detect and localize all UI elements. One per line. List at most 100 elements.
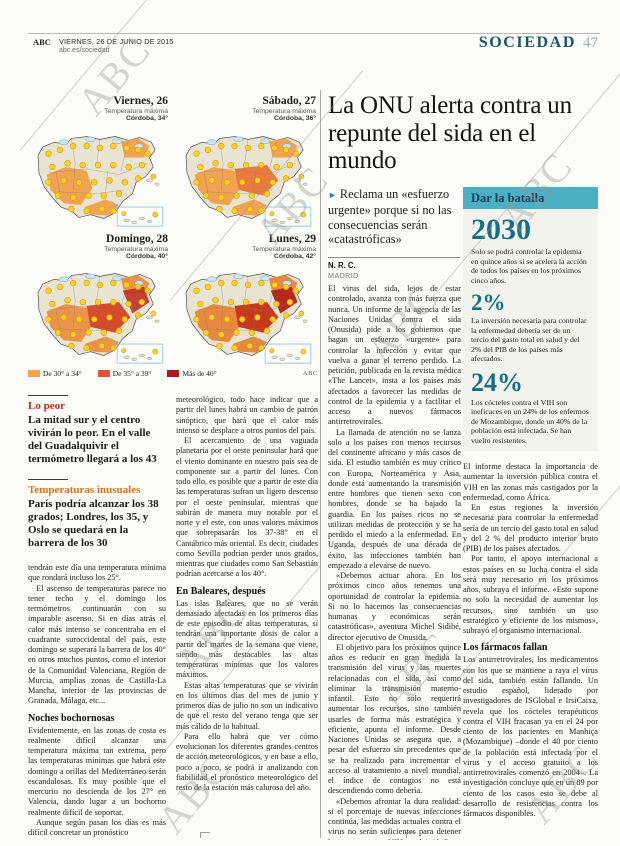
article-column-1: El virus del sida, lejos de estar contro…: [328, 284, 461, 840]
arrow-icon: ►: [328, 190, 337, 200]
header-rule: [28, 33, 600, 34]
map-title: Viernes, 26 Temperatura máxima Córdoba, …: [104, 95, 168, 122]
legend-swatch: [167, 370, 180, 377]
paragraph: tendrán este día una temperatura mínima …: [28, 563, 166, 583]
weather-body: meteorológico, todo hace indicar que a p…: [176, 395, 318, 580]
legend-swatch: [97, 370, 110, 377]
paragraph: Los antirretrovirales, los medicamentos …: [463, 655, 598, 818]
balearic-islands: [294, 310, 308, 323]
canary-inset: [259, 200, 312, 226]
paragraph: Aunque según pasan los días es más difíc…: [28, 817, 166, 837]
spain-weather-map: [185, 135, 312, 226]
balearic-islands: [146, 173, 160, 186]
article-body: El informe destaca la importancia de aum…: [463, 462, 598, 636]
highlight-title-lo-peor: Lo peor: [28, 400, 65, 412]
canary-inset: [111, 338, 164, 364]
stat-text: La inversión necesaria para controlar la…: [471, 316, 587, 363]
print-mark: [406, 832, 416, 838]
paragraph: Para ello habrá que ver cómo evolucionan…: [176, 731, 318, 792]
weather-body: tendrán este día una temperatura mínima …: [28, 563, 166, 707]
paragraph: En estas regiones la inversión necesaria…: [463, 503, 598, 553]
print-mark: [200, 832, 210, 838]
paragraph: «Debemos afrontar la dura realidad: si e…: [328, 796, 461, 841]
weather-map-cell: Viernes, 26 Temperatura máxima Córdoba, …: [28, 95, 170, 228]
sidebar-title: Dar la batalla: [463, 187, 598, 209]
paragraph: La llamada de atención no se lanza solo …: [328, 427, 461, 570]
map-day-label: Lunes, 29: [268, 232, 316, 245]
sun-icon: [45, 279, 151, 351]
map-day-label: Viernes, 26: [113, 95, 168, 107]
article-subhead: Los fármacos fallan: [463, 642, 548, 654]
paragraph: El objetivo para los próximos quince año…: [328, 642, 461, 796]
balearic-islands: [294, 173, 308, 186]
stat-figure: 24%: [471, 367, 523, 397]
weather-map-cell: Sábado, 27 Temperatura máxima Córdoba, 3…: [176, 95, 318, 228]
legend-swatch: [28, 370, 40, 377]
cloud-icon: [206, 136, 292, 149]
map-title: Lunes, 29 Temperatura máxima Córdoba, 42…: [252, 233, 316, 260]
page-number: 47: [583, 35, 598, 51]
article-body: Los antirretrovirales, los medicamentos …: [463, 655, 598, 819]
legend-item: Más de 40°: [167, 369, 217, 378]
weather-column-2: meteorológico, todo hace indicar que a p…: [176, 395, 318, 843]
weather-map-cell: Lunes, 29 Temperatura máxima Córdoba, 42…: [176, 233, 318, 366]
article-standfirst: ► Reclama un «esfuerzo urgente» porque si…: [328, 187, 466, 247]
weather-body: Las islas Baleares, que no se verán dema…: [176, 599, 318, 794]
legend-label: Más de 40°: [182, 369, 217, 378]
weather-column-1: Lo peor La mitad sur y el centro vivirán…: [28, 395, 166, 843]
sidebar-stat-item: 24% Los cócteles contra el VIH son inefi…: [471, 367, 590, 446]
spain-weather-map: [185, 273, 312, 364]
weather-subhead: En Baleares, después: [176, 585, 266, 597]
cloud-icon: [206, 273, 292, 286]
highlight-rule: [28, 395, 68, 396]
stats-sidebar: Dar la batalla 2030 Solo se podrá contro…: [463, 187, 598, 451]
legend-item: De 35° a 39°: [97, 369, 151, 378]
stat-text: Solo se podrá controlar la epidemia en q…: [471, 247, 587, 285]
weather-map-cell: Domingo, 28 Temperatura máxima Córdoba, …: [28, 233, 170, 366]
paragraph: «Debemos actuar ahora. En los próximos c…: [328, 571, 461, 642]
sidebar-stat-item: 2030 Solo se podrá controlar la epidemia…: [471, 215, 590, 285]
paragraph: meteorológico, todo hace indicar que a p…: [176, 395, 318, 435]
weather-maps-grid: Viernes, 26 Temperatura máxima Córdoba, …: [28, 95, 318, 365]
sun-icon: [193, 279, 299, 351]
weather-subhead: Noches bochornosas: [28, 712, 115, 724]
section-header: SOCIEDAD 47: [479, 34, 598, 52]
stat-figure: 2030: [471, 213, 531, 246]
temperature-legend: De 30° a 34° De 35° a 39° Más de 40° ABC: [28, 369, 318, 378]
highlight-title-temperaturas: Temperaturas inusuales: [28, 484, 141, 496]
map-note: Temperatura máxima: [252, 245, 316, 253]
paragraph: Por tanto, el apoyo internacional a esto…: [463, 554, 598, 635]
canary-inset: [111, 200, 164, 226]
site-url: abc.es/sociedad: [58, 47, 110, 54]
paragraph: El acercamiento de una vaguada planetari…: [176, 436, 318, 579]
legend-item: De 30° a 34°: [28, 369, 82, 378]
canary-inset: [259, 338, 312, 364]
spain-weather-map: [37, 135, 164, 226]
highlight-text: La mitad sur y el centro vivirán lo peor…: [28, 414, 157, 465]
byline-block: N. R. C. MADRID: [328, 257, 460, 280]
map-note: Temperatura máxima: [104, 108, 168, 115]
article-headline: La ONU alerta contra un repunte del sida…: [328, 92, 572, 174]
stat-figure: 2%: [471, 290, 506, 315]
edition-date: VIERNES, 26 DE JUNIO DE 2015: [58, 37, 174, 46]
map-city-temp: Córdoba, 40°: [126, 252, 168, 260]
cloud-icon: [58, 136, 144, 149]
map-credit: ABC: [302, 370, 318, 377]
spain-weather-map: [37, 273, 164, 364]
standfirst-text: Reclama un «esfuerzo urgente» porque si …: [328, 187, 452, 247]
paragraph: El ascenso de temperaturas parece no ten…: [28, 583, 166, 706]
map-note: Temperatura máxima: [252, 108, 316, 115]
highlight-rule: [28, 479, 68, 480]
stat-text: Los cócteles contra el VIH son ineficace…: [471, 397, 589, 445]
sun-icon: [193, 142, 299, 214]
highlight-text: París podría alcanzar los 38 grados; Lon…: [28, 498, 159, 549]
map-city-temp: Córdoba, 36°: [274, 115, 316, 122]
masthead: ABC VIERNES, 26 DE JUNIO DE 2015 abc.es/…: [33, 37, 174, 54]
paragraph: El virus del sida, lejos de estar contro…: [328, 284, 461, 427]
map-day-label: Domingo, 28: [106, 232, 168, 245]
sidebar-body: 2030 Solo se podrá controlar la epidemia…: [463, 209, 598, 451]
column-divider: [320, 90, 321, 838]
map-day-label: Sábado, 27: [262, 95, 316, 107]
paragraph: Estas altas temperaturas que se vivirán …: [176, 680, 318, 731]
